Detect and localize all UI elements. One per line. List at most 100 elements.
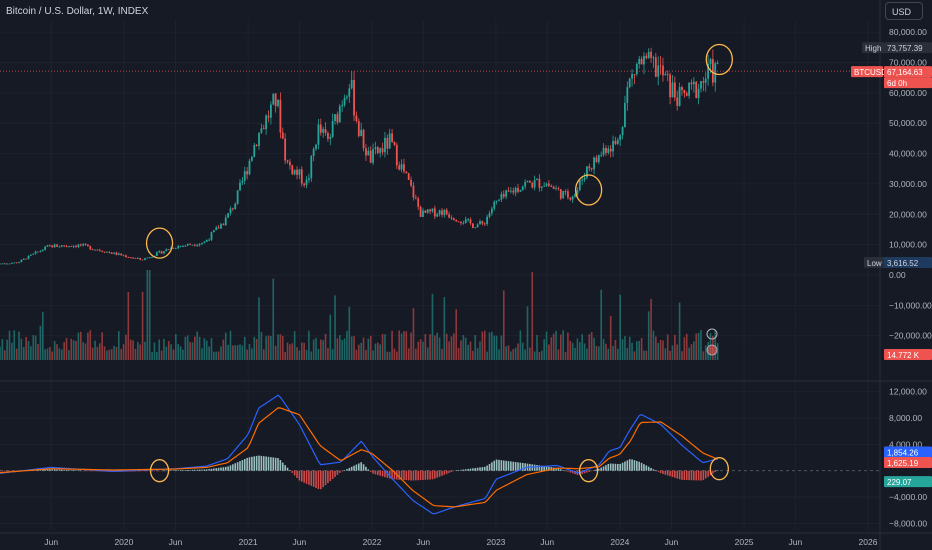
candle-body bbox=[638, 58, 641, 64]
candle-body bbox=[493, 201, 496, 209]
volume-bar bbox=[472, 350, 474, 360]
candle-body bbox=[486, 216, 489, 224]
candle-body bbox=[569, 197, 572, 200]
candle-body bbox=[403, 164, 405, 172]
macd-axis-tick: 4,000.00 bbox=[889, 439, 922, 449]
macd-histogram-bar bbox=[517, 462, 519, 471]
macd-histogram-bar bbox=[636, 460, 638, 471]
candle-body bbox=[557, 188, 560, 190]
macd-histogram-bar bbox=[0, 470, 1, 472]
volume-bar bbox=[65, 337, 68, 360]
volume-bar bbox=[678, 302, 681, 360]
candle-body bbox=[600, 154, 603, 156]
volume-bar bbox=[519, 330, 522, 360]
candle-body bbox=[41, 249, 44, 251]
candle-body bbox=[391, 133, 393, 142]
volume-bar bbox=[334, 295, 336, 360]
candle-body bbox=[329, 136, 332, 139]
volume-bar bbox=[647, 311, 650, 360]
volume-bar bbox=[296, 347, 298, 360]
macd-histogram-bar bbox=[602, 466, 605, 471]
time-axis-tick: Jun bbox=[293, 537, 307, 547]
candle-body bbox=[543, 186, 546, 187]
price-axis-tick: 0.00 bbox=[889, 270, 906, 280]
volume-bar bbox=[693, 341, 695, 360]
candle-body bbox=[379, 148, 382, 153]
candle-body bbox=[700, 81, 702, 89]
volume-bar bbox=[305, 349, 308, 360]
volume-bar bbox=[448, 341, 450, 360]
volume-bar bbox=[422, 341, 424, 360]
volume-bar bbox=[381, 333, 384, 360]
volume-bar bbox=[293, 331, 296, 360]
candle-body bbox=[414, 197, 417, 199]
volume-bar bbox=[424, 333, 427, 360]
candle-body bbox=[500, 194, 503, 200]
candle-body bbox=[177, 246, 180, 249]
macd-histogram-bar bbox=[184, 470, 187, 471]
candle-body bbox=[13, 262, 16, 264]
volume-bar bbox=[310, 351, 313, 360]
macd-last: 1,854.26 bbox=[887, 448, 919, 457]
candle-body bbox=[519, 189, 522, 192]
volume-bar bbox=[220, 346, 222, 360]
macd-histogram-bar bbox=[281, 462, 284, 471]
macd-histogram-bar bbox=[163, 470, 165, 472]
volume-bar bbox=[700, 330, 702, 360]
macd-histogram-bar bbox=[79, 470, 82, 472]
volume-bar bbox=[386, 351, 389, 360]
candle-body bbox=[68, 246, 70, 247]
candle-body bbox=[322, 128, 325, 133]
volume-bar bbox=[564, 351, 567, 360]
candle-body bbox=[113, 252, 115, 254]
candle-body bbox=[338, 106, 341, 123]
volume-bar bbox=[633, 351, 636, 360]
macd-histogram-bar bbox=[441, 470, 443, 476]
volume-bar bbox=[13, 330, 16, 360]
candle-body bbox=[586, 166, 588, 178]
volume-bar bbox=[298, 350, 301, 360]
volume-bar bbox=[438, 337, 441, 360]
volume-bar bbox=[3, 350, 6, 360]
macd-histogram-bar bbox=[137, 470, 139, 472]
volume-bar bbox=[241, 345, 244, 360]
volume-bar bbox=[581, 334, 583, 360]
volume-bar bbox=[388, 351, 391, 360]
macd-histogram-bar bbox=[502, 460, 505, 471]
volume-bar bbox=[343, 338, 346, 360]
macd-histogram-bar bbox=[291, 470, 294, 473]
volume-bar bbox=[512, 349, 515, 360]
candle-body bbox=[348, 88, 351, 97]
volume-bar bbox=[543, 339, 545, 360]
candle-body bbox=[274, 93, 277, 107]
volume-bar bbox=[94, 340, 96, 360]
candle-body bbox=[614, 140, 617, 144]
candle-body bbox=[666, 74, 669, 75]
candle-body bbox=[53, 244, 56, 248]
candle-body bbox=[650, 51, 652, 58]
macd-histogram-bar bbox=[486, 465, 488, 471]
macd-histogram-bar bbox=[659, 470, 662, 474]
candle-body bbox=[583, 177, 586, 180]
candle-body bbox=[407, 173, 410, 180]
volume-bar bbox=[165, 346, 168, 360]
volume-bar bbox=[84, 343, 87, 360]
macd-histogram-bar bbox=[189, 469, 191, 471]
candle-body bbox=[127, 257, 130, 258]
macd-histogram-bar bbox=[353, 465, 355, 471]
candle-body bbox=[300, 169, 303, 184]
currency-button[interactable]: USD bbox=[885, 2, 923, 20]
volume-bar bbox=[491, 331, 493, 360]
macd-histogram-bar bbox=[488, 463, 491, 471]
volume-bar bbox=[507, 345, 510, 360]
candle-body bbox=[607, 148, 610, 153]
candle-body bbox=[341, 104, 344, 107]
volume-bar bbox=[44, 349, 46, 360]
highlight-circle bbox=[709, 457, 729, 481]
time-axis-tick: Jun bbox=[416, 537, 430, 547]
candle-body bbox=[151, 257, 153, 258]
low-tag-bg bbox=[864, 257, 886, 269]
candle-body bbox=[559, 189, 562, 199]
